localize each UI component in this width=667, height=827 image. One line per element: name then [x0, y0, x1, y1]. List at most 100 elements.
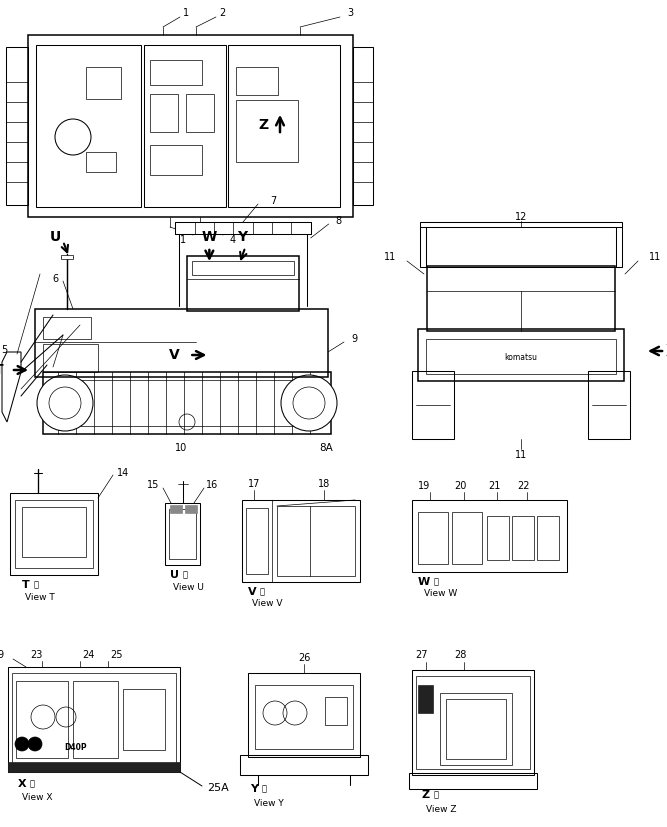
- Text: 視: 視: [260, 587, 265, 596]
- Bar: [6, 47, 28, 205]
- Text: X: X: [666, 343, 667, 358]
- Bar: [412, 500, 567, 572]
- Text: U: U: [170, 570, 179, 580]
- Text: 2: 2: [219, 8, 225, 18]
- Bar: [416, 676, 530, 769]
- Circle shape: [15, 737, 29, 751]
- Text: 10: 10: [175, 443, 187, 453]
- Text: View Z: View Z: [426, 805, 456, 814]
- Bar: [43, 344, 98, 372]
- Text: Z: Z: [258, 118, 268, 132]
- Bar: [144, 45, 226, 207]
- Text: Y: Y: [237, 230, 247, 244]
- Bar: [242, 500, 360, 582]
- Bar: [16, 681, 68, 758]
- Text: 26: 26: [297, 653, 310, 663]
- Text: 8: 8: [336, 216, 342, 226]
- Bar: [426, 339, 616, 374]
- Text: 7: 7: [270, 196, 276, 206]
- Bar: [15, 500, 93, 568]
- Bar: [440, 693, 512, 765]
- Text: 20: 20: [454, 481, 466, 491]
- Bar: [170, 505, 182, 513]
- Text: 11: 11: [515, 450, 527, 460]
- Text: 視: 視: [183, 571, 188, 580]
- Bar: [427, 266, 615, 331]
- Bar: [412, 371, 454, 439]
- Text: View W: View W: [424, 590, 458, 599]
- Text: View V: View V: [252, 600, 283, 609]
- Bar: [8, 667, 180, 772]
- Text: 9: 9: [351, 334, 357, 344]
- Text: 視: 視: [30, 780, 35, 788]
- Bar: [10, 493, 98, 575]
- Text: View X: View X: [22, 793, 53, 802]
- Text: Y: Y: [250, 784, 258, 794]
- Text: 14: 14: [117, 468, 129, 478]
- Bar: [537, 516, 559, 560]
- Text: 視: 視: [34, 581, 39, 590]
- Bar: [165, 503, 200, 565]
- Text: V: V: [169, 348, 179, 362]
- Bar: [353, 47, 373, 205]
- Bar: [446, 699, 506, 759]
- Bar: [588, 371, 630, 439]
- Text: View Y: View Y: [254, 799, 283, 807]
- Bar: [8, 762, 180, 772]
- Bar: [236, 67, 278, 95]
- Bar: [236, 100, 298, 162]
- Text: 11: 11: [649, 252, 661, 262]
- Bar: [228, 45, 340, 207]
- Text: 22: 22: [518, 481, 530, 491]
- Bar: [186, 94, 214, 132]
- Text: 19: 19: [418, 481, 430, 491]
- Text: View U: View U: [173, 582, 204, 591]
- Text: 24: 24: [82, 650, 94, 660]
- Text: Z: Z: [422, 790, 430, 800]
- Text: 1: 1: [180, 235, 186, 245]
- Text: 11: 11: [384, 252, 396, 262]
- Text: 5: 5: [1, 345, 7, 355]
- Bar: [409, 773, 537, 789]
- Text: U: U: [49, 230, 61, 244]
- Bar: [36, 45, 141, 207]
- Bar: [420, 222, 622, 267]
- Text: 21: 21: [488, 481, 500, 491]
- Bar: [325, 697, 347, 725]
- Text: View T: View T: [25, 592, 55, 601]
- Bar: [150, 60, 202, 85]
- Text: 23: 23: [30, 650, 42, 660]
- Text: 12: 12: [515, 212, 527, 222]
- Text: T: T: [22, 580, 30, 590]
- Bar: [86, 152, 116, 172]
- Bar: [175, 222, 311, 234]
- Bar: [255, 685, 353, 749]
- Text: 9: 9: [0, 650, 3, 660]
- Text: 18: 18: [318, 479, 330, 489]
- Text: komatsu: komatsu: [504, 352, 538, 361]
- Circle shape: [28, 737, 42, 751]
- Text: V: V: [248, 587, 257, 597]
- Text: 27: 27: [416, 650, 428, 660]
- Text: 視: 視: [434, 791, 439, 800]
- Text: X: X: [18, 779, 27, 789]
- Text: W: W: [201, 230, 217, 244]
- Bar: [187, 256, 299, 311]
- Circle shape: [37, 375, 93, 431]
- Bar: [192, 261, 293, 275]
- Bar: [418, 685, 433, 713]
- Bar: [150, 145, 202, 175]
- Bar: [35, 309, 328, 377]
- Text: 28: 28: [454, 650, 466, 660]
- Bar: [86, 67, 121, 99]
- Bar: [43, 317, 91, 339]
- Text: 25: 25: [110, 650, 122, 660]
- Bar: [487, 516, 509, 560]
- Bar: [246, 508, 268, 574]
- Bar: [418, 512, 448, 564]
- Text: 25A: 25A: [207, 783, 229, 793]
- Text: 16: 16: [206, 480, 218, 490]
- Text: 視: 視: [434, 577, 439, 586]
- Text: 17: 17: [248, 479, 260, 489]
- Bar: [22, 507, 86, 557]
